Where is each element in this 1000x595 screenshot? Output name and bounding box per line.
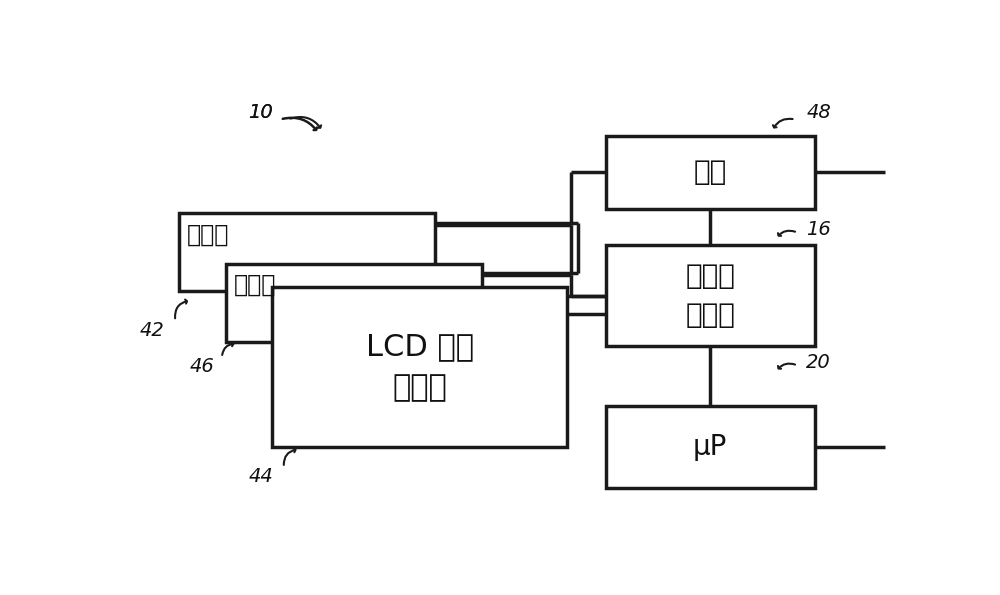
Text: 44: 44 [248, 467, 273, 486]
Text: 42: 42 [140, 321, 164, 340]
Bar [606, 136, 815, 209]
Text: 显示器
驱动器: 显示器 驱动器 [685, 262, 735, 330]
Text: LCD 单元
的矩阵: LCD 单元 的矩阵 [366, 332, 474, 402]
Bar [272, 287, 567, 447]
Text: 10: 10 [248, 103, 273, 122]
Text: 10: 10 [248, 103, 273, 122]
Bar [226, 264, 482, 342]
Text: 20: 20 [806, 353, 831, 372]
Text: μP: μP [693, 433, 727, 461]
Bar [606, 406, 815, 488]
Text: 背光灯: 背光灯 [187, 223, 229, 246]
Bar [179, 214, 435, 292]
Bar [606, 246, 815, 346]
Text: 48: 48 [806, 103, 831, 122]
Text: 46: 46 [190, 358, 215, 377]
Text: 漫射器: 漫射器 [234, 273, 276, 297]
Text: 16: 16 [806, 220, 831, 239]
Text: 电源: 电源 [694, 158, 727, 186]
